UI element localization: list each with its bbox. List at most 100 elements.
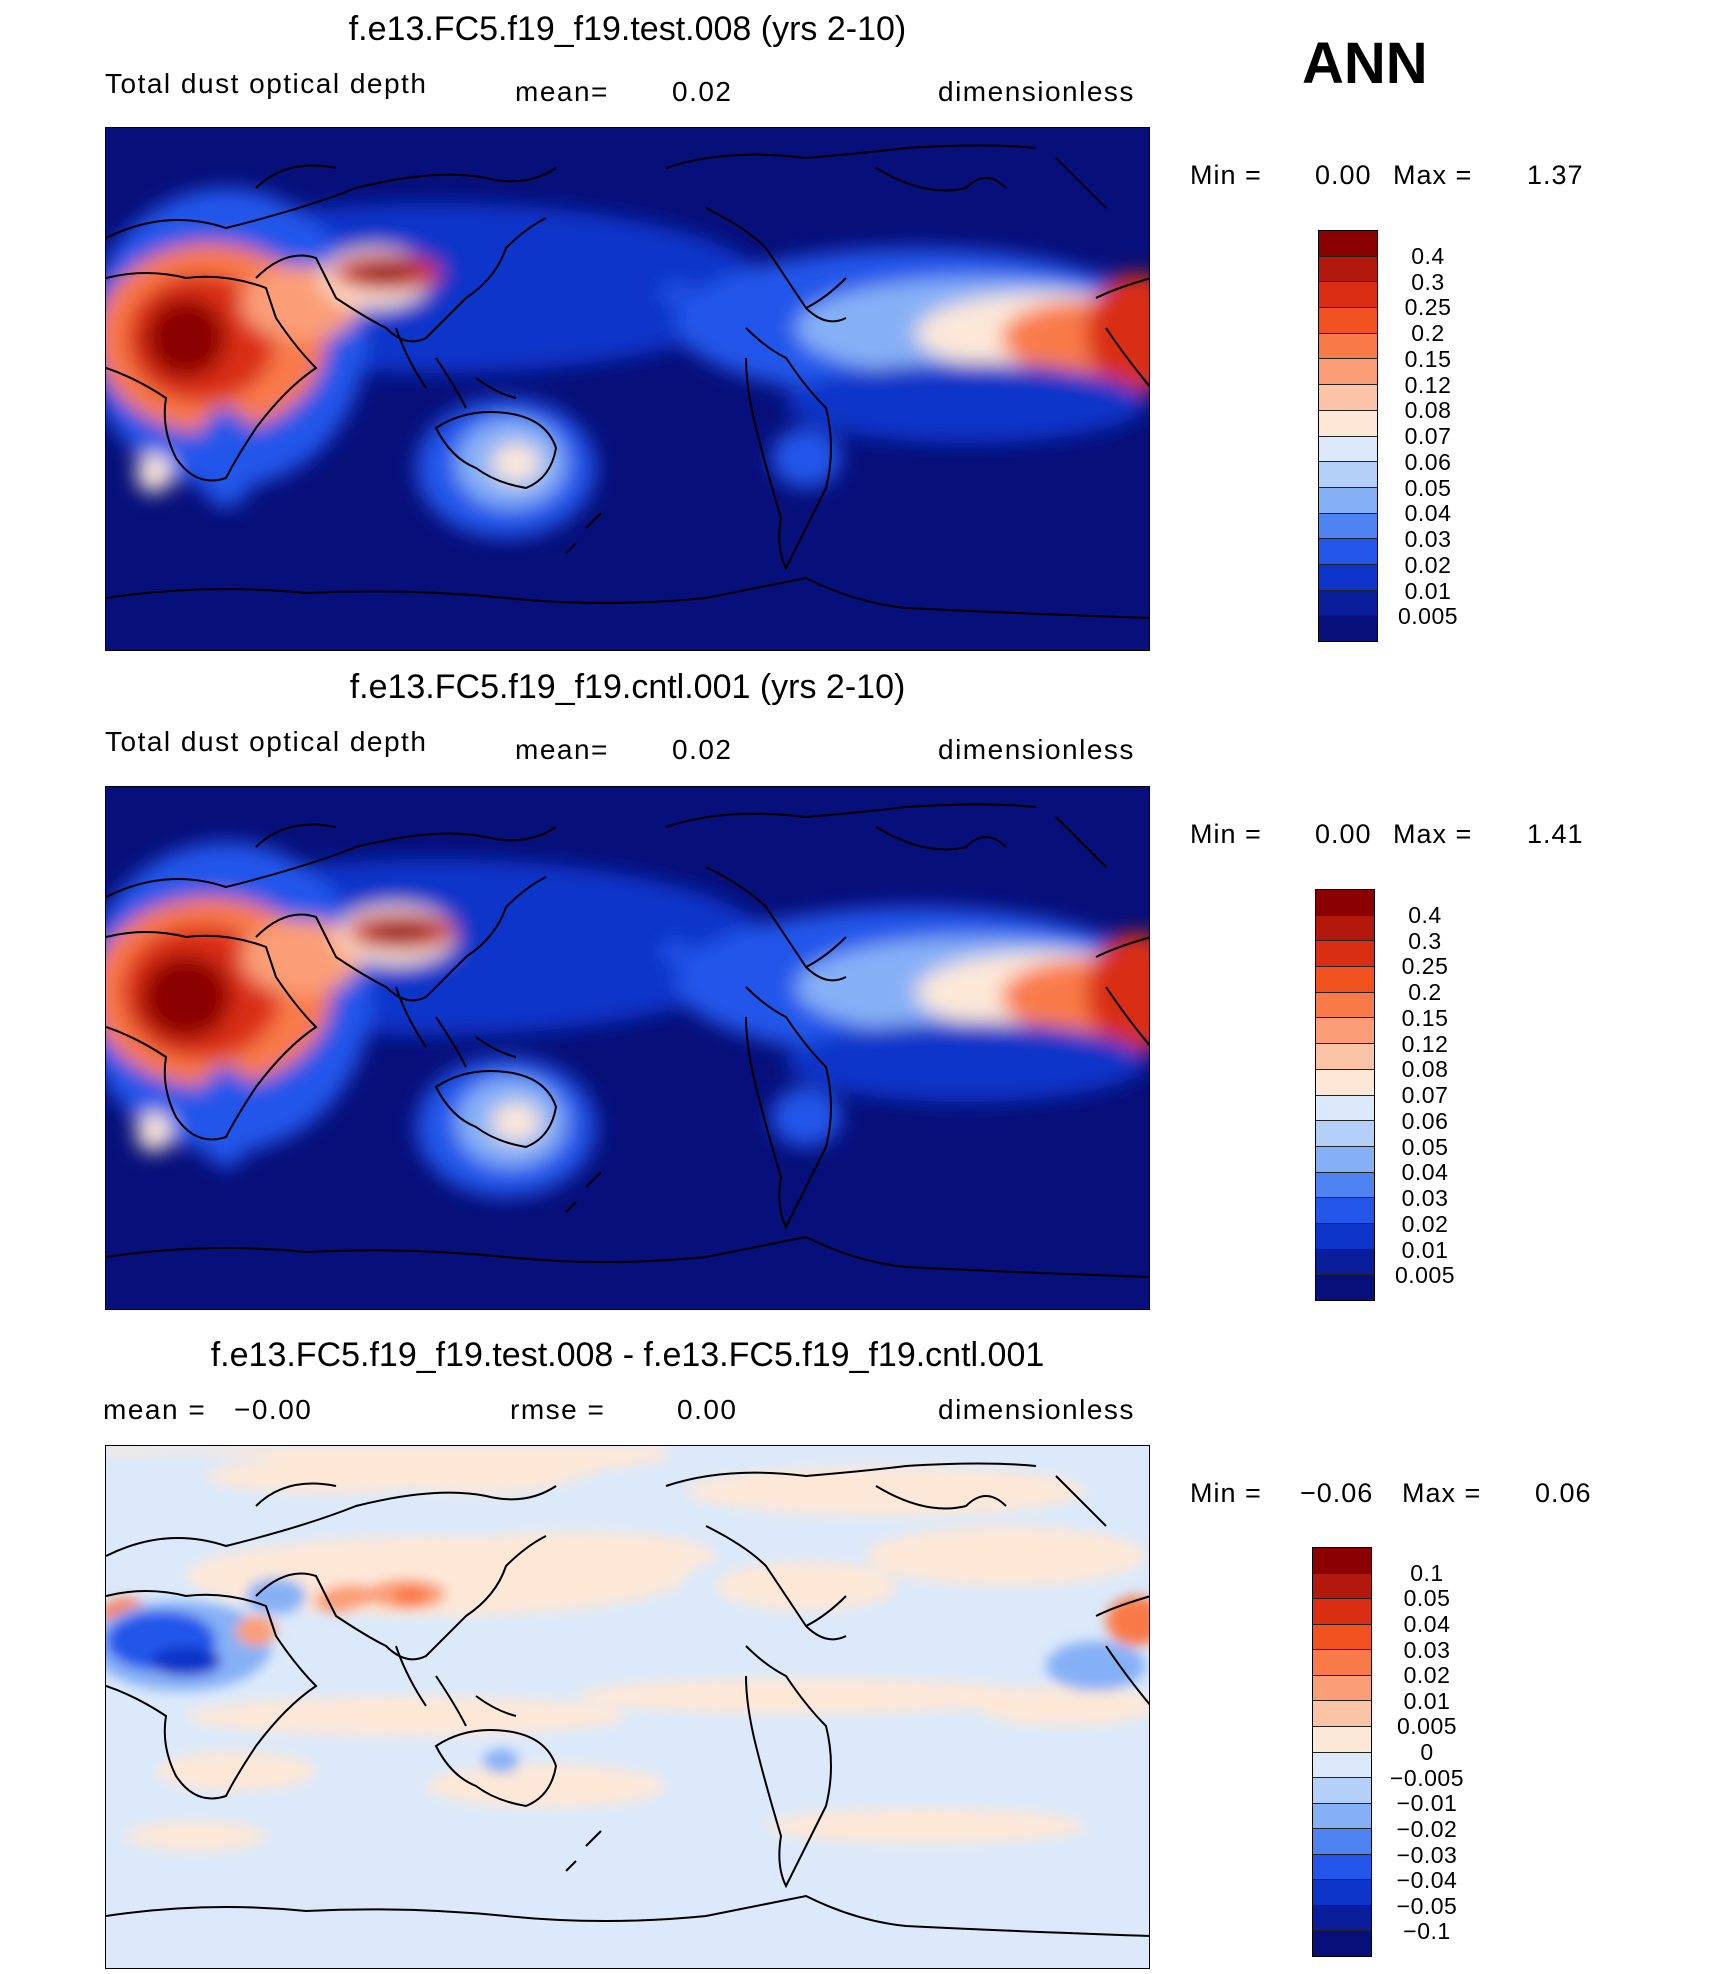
panel-3-contour-field (106, 1446, 1149, 1968)
panel-1-title: f.e13.FC5.f19_f19.test.008 (yrs 2-10) (348, 10, 907, 48)
panel-3-rmse-value: 0.00 (677, 1394, 738, 1425)
panel-3-min-value: −0.06 (1300, 1478, 1374, 1508)
panel-3-min-label: Min = (1190, 1478, 1262, 1508)
panel-1-mean-label: mean= (515, 76, 609, 107)
colorbar-level-label: 0.08 (1401, 1056, 1449, 1083)
panel-3-colorbar (1312, 1547, 1372, 1957)
panel-2-min-label: Min = (1190, 819, 1262, 849)
colorbar-swatch (1316, 1044, 1374, 1070)
colorbar-level-label: 0.01 (1403, 1687, 1451, 1714)
colorbar-swatch (1313, 1803, 1371, 1830)
colorbar-level-label: 0.4 (1408, 901, 1442, 928)
colorbar-swatch (1316, 1069, 1374, 1096)
colorbar-level-label: 0.04 (1401, 1159, 1449, 1186)
panel-3-map (105, 1445, 1150, 1969)
colorbar-swatch (1319, 308, 1377, 334)
colorbar-swatch (1319, 436, 1377, 463)
colorbar-level-label: 0.04 (1404, 500, 1452, 527)
colorbar-level-label: −0.04 (1396, 1867, 1458, 1894)
panel-3-max-label: Max = (1402, 1478, 1482, 1508)
colorbar-level-label: 0.005 (1394, 1262, 1456, 1289)
colorbar-swatch (1316, 967, 1374, 993)
colorbar-level-label: −0.03 (1396, 1841, 1458, 1868)
colorbar-swatch (1313, 1752, 1371, 1779)
panel-2-contour-field (106, 787, 1149, 1309)
colorbar-level-label: 0.03 (1404, 526, 1452, 552)
colorbar-level-label: 0.02 (1404, 551, 1452, 578)
colorbar-level-label: 0.005 (1397, 603, 1459, 630)
colorbar-level-label: 0.25 (1404, 294, 1452, 321)
panel-3-mean: mean = −0.00 (103, 1394, 313, 1425)
colorbar-swatch (1316, 1095, 1374, 1122)
colorbar-swatch (1319, 410, 1377, 437)
panel-2-max-label: Max = (1393, 819, 1473, 849)
colorbar-level-label: 0.05 (1403, 1585, 1451, 1612)
colorbar-level-label: 0.2 (1408, 979, 1442, 1005)
colorbar-swatch (1313, 1726, 1371, 1753)
colorbar-swatch (1313, 1880, 1371, 1906)
colorbar-level-label: 0.25 (1401, 953, 1449, 980)
colorbar-swatch (1316, 1249, 1374, 1276)
colorbar-level-label: 0.12 (1401, 1030, 1449, 1057)
colorbar-level-label: 0.3 (1411, 268, 1445, 295)
colorbar-level-label: 0.3 (1408, 927, 1442, 954)
colorbar-swatch (1313, 1599, 1371, 1625)
colorbar-swatch (1316, 1121, 1374, 1147)
colorbar-swatch (1319, 564, 1377, 591)
panel-2-coastlines (106, 803, 1149, 1278)
colorbar-swatch (1316, 1223, 1374, 1250)
colorbar-level-label: 0.06 (1401, 1107, 1449, 1134)
colorbar-swatch (1313, 1573, 1371, 1600)
colorbar-level-label: 0.02 (1403, 1662, 1451, 1689)
colorbar-swatch (1319, 539, 1377, 565)
panel-1-units: dimensionless (938, 76, 1135, 107)
colorbar-swatch (1319, 359, 1377, 386)
colorbar-swatch (1319, 487, 1377, 514)
colorbar-swatch (1313, 1778, 1371, 1804)
colorbar-level-label: −0.01 (1396, 1790, 1458, 1817)
colorbar-swatch (1319, 616, 1377, 641)
panel-1-colorbar (1318, 230, 1378, 642)
colorbar-swatch (1313, 1701, 1371, 1727)
panel-1-map (105, 127, 1150, 651)
colorbar-swatch (1316, 915, 1374, 942)
panel-1-min-label: Min = (1190, 160, 1262, 190)
colorbar-level-label: 0.4 (1411, 242, 1445, 269)
colorbar-swatch (1313, 1675, 1371, 1702)
panel-2-min-value: 0.00 (1315, 819, 1372, 849)
colorbar-swatch (1316, 941, 1374, 968)
colorbar-swatch (1316, 1275, 1374, 1300)
panel-2-mean-label: mean= (515, 734, 609, 765)
colorbar-swatch (1319, 256, 1377, 283)
colorbar-swatch (1313, 1650, 1371, 1676)
colorbar-level-label: 0.005 (1396, 1713, 1458, 1740)
colorbar-swatch (1316, 1146, 1374, 1173)
colorbar-level-label: 0.06 (1404, 448, 1452, 475)
colorbar-level-label: 0.05 (1401, 1133, 1449, 1160)
colorbar-swatch (1313, 1854, 1371, 1881)
panel-1-max-label: Max = (1393, 160, 1473, 190)
colorbar-level-label: −0.05 (1396, 1892, 1458, 1919)
colorbar-swatch (1313, 1829, 1371, 1855)
colorbar-swatch (1316, 890, 1374, 916)
colorbar-swatch (1319, 231, 1377, 257)
colorbar-level-label: 0.15 (1401, 1004, 1449, 1031)
panel-2-title: f.e13.FC5.f19_f19.cntl.001 (yrs 2-10) (349, 668, 906, 706)
colorbar-level-label: 0.15 (1404, 345, 1452, 372)
colorbar-level-label: 0.07 (1404, 423, 1452, 449)
colorbar-swatch (1319, 333, 1377, 360)
colorbar-level-label: 0.02 (1401, 1210, 1449, 1237)
panel-1-max-value: 1.37 (1527, 160, 1584, 190)
panel-3-title: f.e13.FC5.f19_f19.test.008 - f.e13.FC5.f… (210, 1336, 1045, 1374)
colorbar-swatch (1316, 992, 1374, 1019)
colorbar-swatch (1313, 1931, 1371, 1956)
colorbar-swatch (1316, 1198, 1374, 1224)
panel-1-coastlines (106, 144, 1149, 619)
colorbar-level-label: −0.02 (1396, 1815, 1458, 1842)
colorbar-swatch (1316, 1018, 1374, 1045)
colorbar-level-label: 0.07 (1401, 1082, 1449, 1108)
panel-1-min-value: 0.00 (1315, 160, 1372, 190)
colorbar-swatch (1319, 282, 1377, 309)
panel-2-variable: Total dust optical depth (105, 726, 428, 757)
colorbar-level-label: 0.12 (1404, 371, 1452, 398)
